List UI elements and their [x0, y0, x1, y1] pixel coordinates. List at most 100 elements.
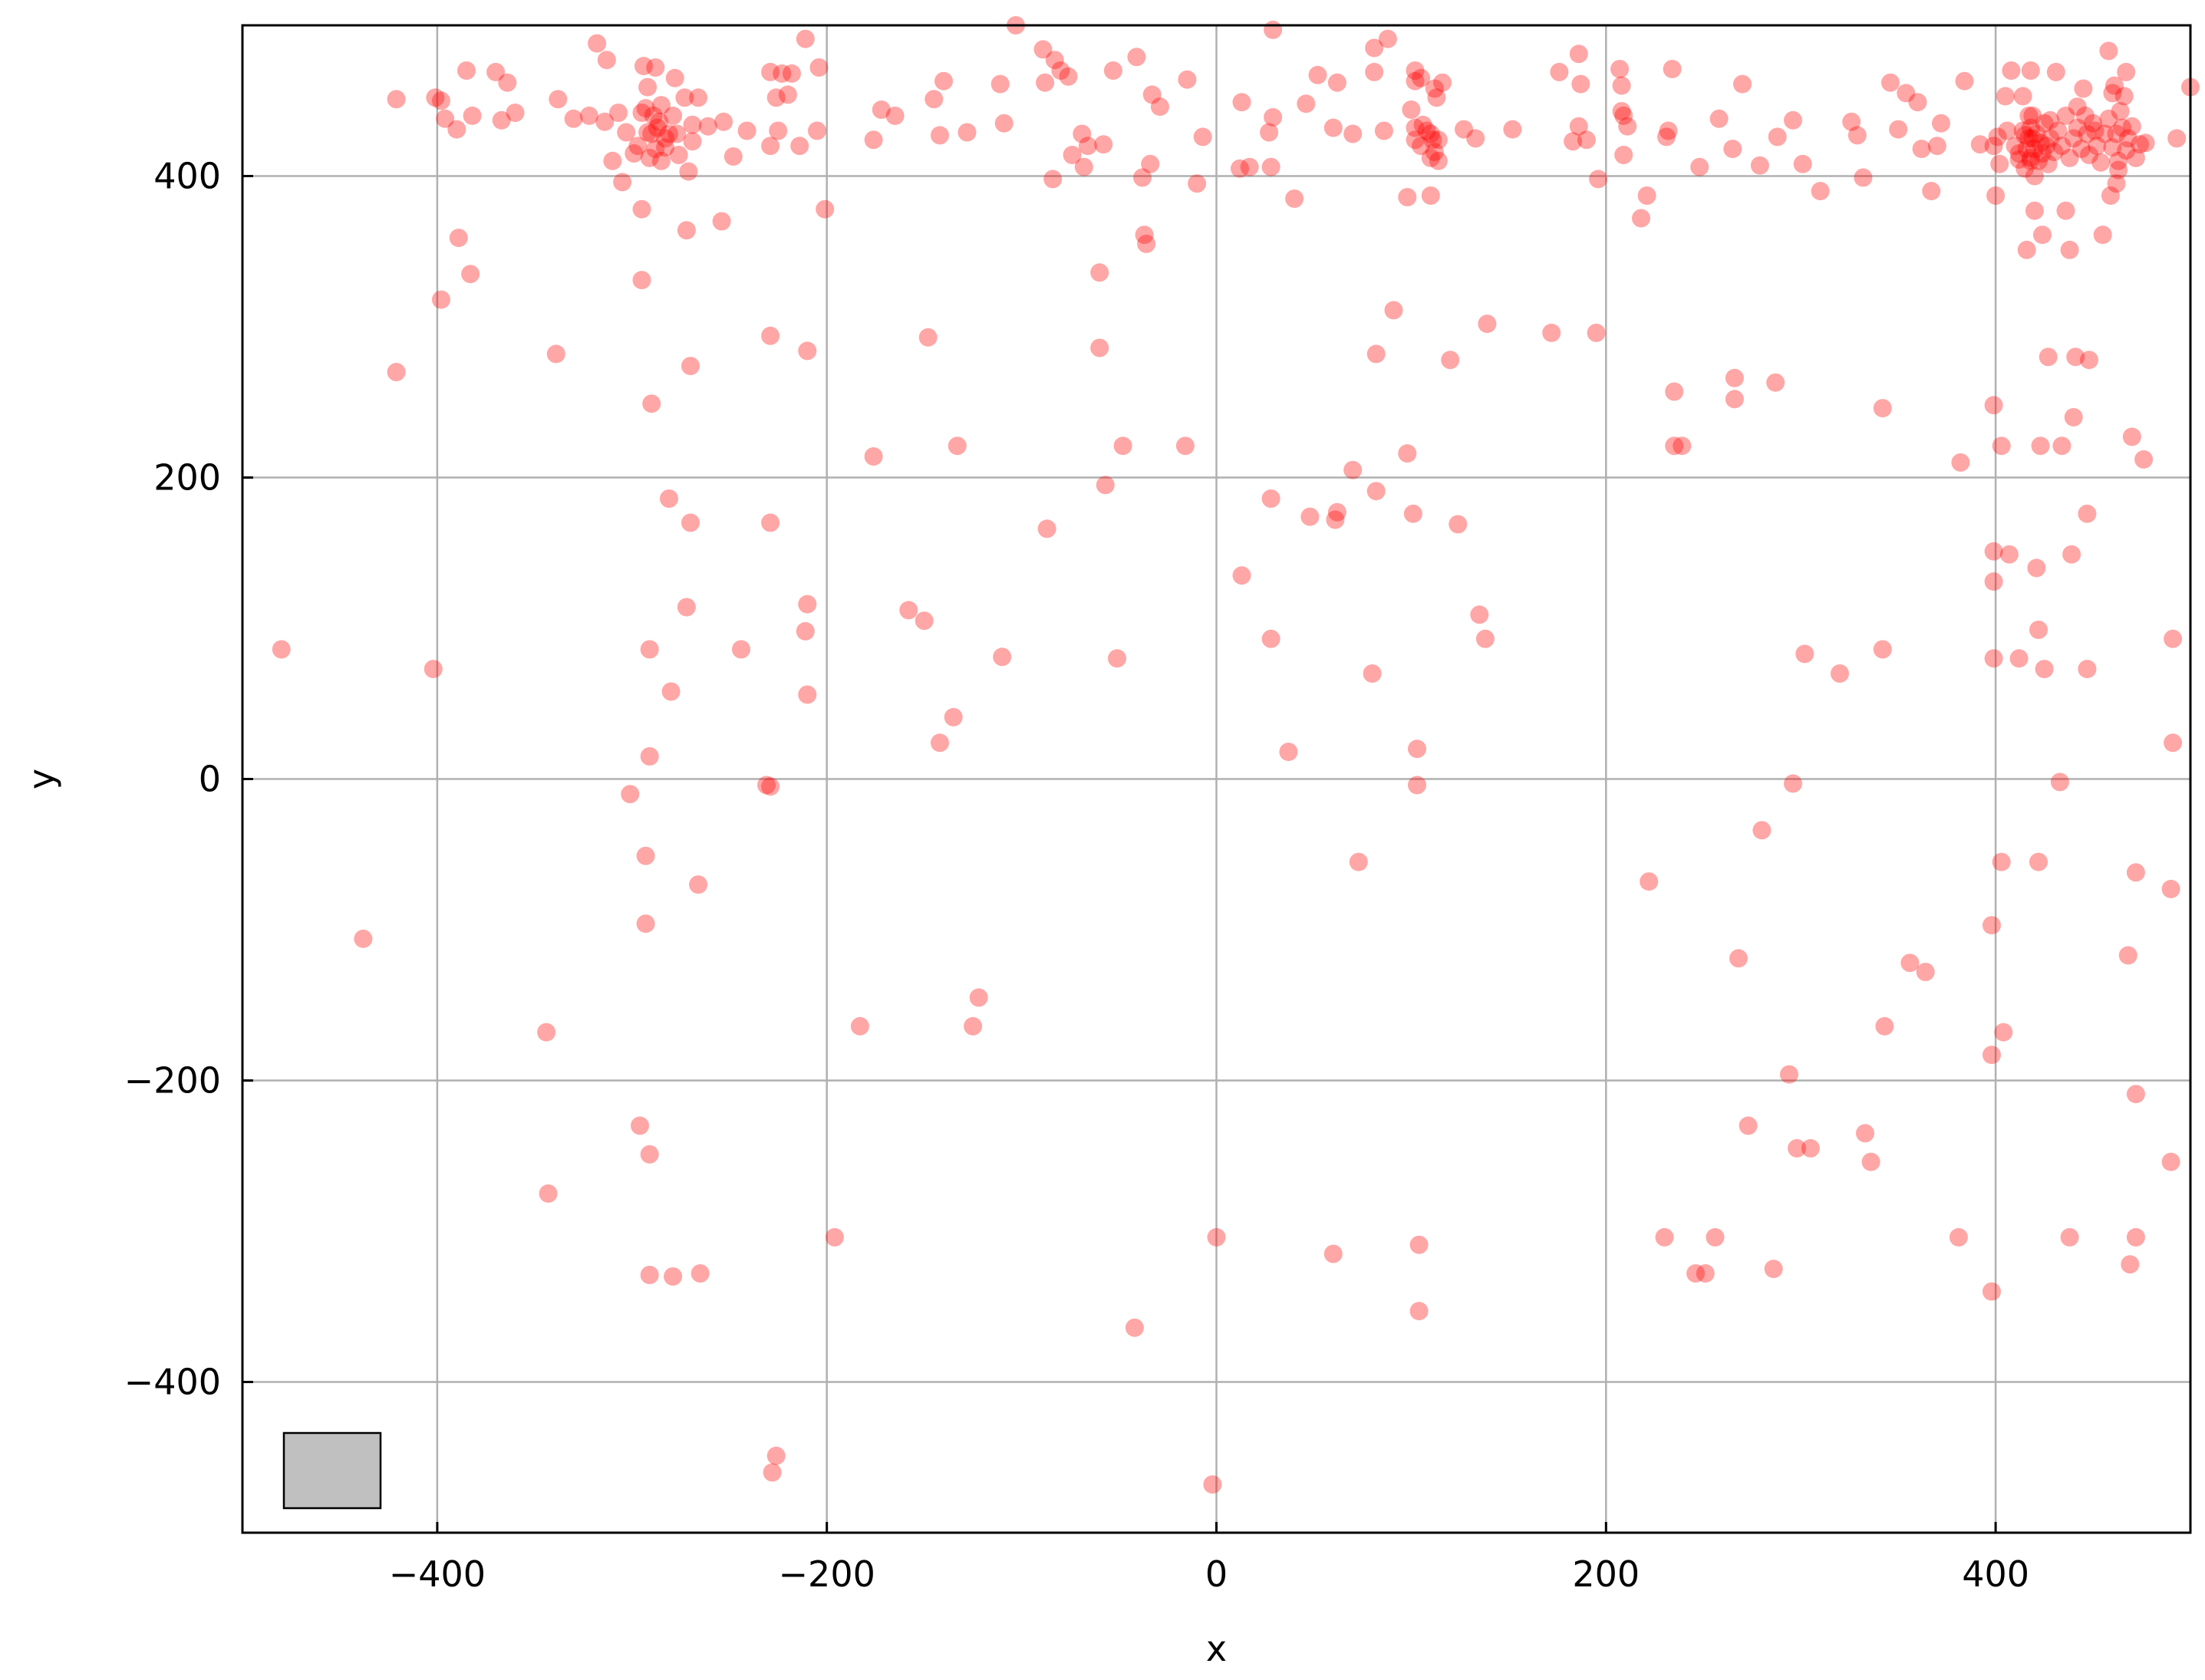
scatter-point [638, 123, 658, 142]
scatter-point [2009, 144, 2029, 163]
scatter-point [1231, 159, 1249, 178]
scatter-point [2025, 166, 2044, 186]
scatter-point [1261, 629, 1280, 648]
scatter-point [2050, 772, 2069, 792]
scatter-point [1569, 44, 1588, 64]
scatter-point [2068, 118, 2087, 137]
scatter-point [664, 1267, 683, 1286]
scatter-point [2126, 148, 2145, 167]
scatter-point [1033, 40, 1053, 59]
scatter-point [2002, 61, 2021, 80]
scatter-point [778, 85, 797, 104]
scatter-point [1992, 436, 2011, 456]
scatter-point [918, 328, 938, 347]
scatter-point [2103, 138, 2122, 157]
scatter-point [1589, 170, 1608, 189]
scatter-point [2075, 106, 2095, 125]
scatter-point [2109, 151, 2128, 170]
scatter-point [1750, 156, 1769, 175]
scatter-point [948, 436, 967, 456]
scatter-point [769, 121, 788, 140]
scatter-point [1988, 127, 2007, 147]
scatter-point [669, 146, 688, 164]
scatter-point [636, 846, 655, 865]
scatter-point [1063, 146, 1082, 164]
scatter-point [1045, 51, 1064, 70]
scatter-point [2025, 140, 2044, 159]
scatter-point [1998, 121, 2017, 140]
scatter-point [2084, 114, 2102, 133]
scatter-point [885, 106, 905, 125]
scatter-point [757, 776, 776, 795]
scatter-point [506, 104, 525, 122]
scatter-point [1425, 79, 1444, 98]
scatter-point [432, 91, 450, 110]
scatter-point [737, 121, 756, 140]
scatter-point [2095, 124, 2114, 143]
scatter-point [1466, 129, 1485, 148]
scatter-point [1478, 315, 1497, 334]
scatter-point [2015, 126, 2035, 145]
scatter-point [2126, 1085, 2145, 1104]
y-axis-label: y [21, 769, 62, 789]
scatter-point [2091, 153, 2111, 172]
scatter-point [1927, 137, 1946, 156]
scatter-point [1725, 368, 1744, 387]
scatter-point [1421, 186, 1440, 205]
scatter-point [2017, 140, 2036, 159]
scatter-point [646, 58, 665, 77]
scatter-point [2027, 558, 2046, 578]
scatter-point [1610, 60, 1630, 78]
scatter-point [640, 1145, 659, 1164]
scatter-point [1264, 20, 1283, 39]
scatter-point [1363, 664, 1382, 683]
scatter-point [2015, 159, 2035, 178]
scatter-point [2080, 146, 2098, 164]
scatter-point [1984, 137, 2003, 156]
scatter-point [2118, 946, 2137, 965]
scatter-point [644, 106, 663, 125]
scatter-point [899, 601, 918, 620]
x-tick-label: 200 [1572, 1553, 1640, 1595]
scatter-point [1297, 94, 1316, 114]
scatter-point [579, 106, 598, 125]
scatter-point [2074, 79, 2093, 98]
scatter-point [664, 106, 683, 125]
scatter-point [1984, 396, 2003, 415]
scatter-point [761, 777, 780, 796]
scatter-point [1343, 124, 1363, 143]
scatter-point [1384, 301, 1403, 320]
scatter-point [714, 112, 733, 131]
scatter-point [761, 62, 780, 81]
scatter-point [1425, 143, 1444, 162]
scatter-point [2109, 160, 2128, 180]
scatter-point [808, 121, 826, 140]
scatter-point [1409, 1235, 1429, 1254]
scatter-point [1207, 1227, 1226, 1247]
scatter-point [1955, 71, 1974, 91]
scatter-point [931, 126, 949, 145]
scatter-point [766, 1446, 786, 1465]
scatter-point [2080, 351, 2098, 370]
scatter-point [1323, 1244, 1343, 1263]
scatter-point [993, 647, 1012, 667]
scatter-point [1125, 1318, 1144, 1337]
scatter-point [1996, 87, 2015, 106]
scatter-point [2023, 129, 2042, 148]
scatter-point [2117, 141, 2136, 160]
scatter-point [1037, 519, 1056, 539]
scatter-point [1423, 130, 1442, 150]
scatter-point [656, 138, 674, 157]
scatter-point [1900, 954, 1920, 973]
scatter-point [2013, 87, 2032, 106]
scatter-point [766, 88, 786, 107]
scatter-point [2122, 427, 2141, 446]
scatter-point [2093, 226, 2112, 245]
scatter-point [1043, 170, 1063, 189]
scatter-point [1073, 124, 1092, 143]
scatter-point [1729, 949, 1748, 968]
scatter-point [2111, 102, 2130, 120]
scatter-point [1188, 174, 1207, 193]
scatter-point [1096, 476, 1115, 495]
